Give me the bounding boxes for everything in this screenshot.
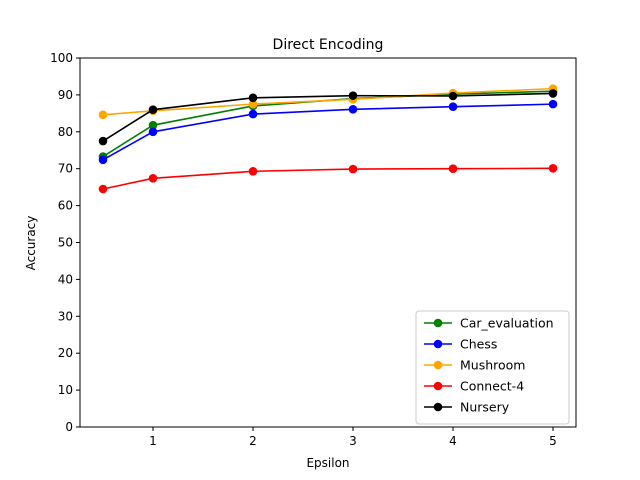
data-point	[98, 155, 108, 165]
data-point	[98, 136, 108, 146]
legend-label: Mushroom	[460, 358, 525, 373]
x-tick-label: 5	[549, 434, 557, 448]
x-axis-title: Epsilon	[306, 456, 349, 470]
y-axis: 0 10 20 30 40 50 60 70 80 90 100	[50, 51, 80, 434]
legend-label: Car_evaluation	[460, 316, 554, 331]
x-tick-label: 4	[449, 434, 457, 448]
plot-area	[79, 57, 577, 428]
x-tick-label: 1	[149, 434, 157, 448]
data-point	[548, 164, 558, 173]
series-line-1	[102, 103, 554, 161]
y-tick-label: 50	[58, 236, 73, 250]
x-axis: 1 2 3 4 5	[149, 427, 557, 448]
y-tick-label: 70	[58, 162, 73, 176]
data-point	[148, 173, 158, 183]
data-point	[248, 93, 258, 103]
data-point	[348, 164, 358, 174]
y-tick-label: 0	[65, 420, 73, 434]
legend-label: Nursery	[460, 400, 510, 415]
data-point	[148, 127, 158, 137]
legend: Car_evaluation Chess Mushroom Connect-4 Nurs…	[415, 310, 570, 425]
y-tick-label: 20	[58, 346, 73, 360]
series-line-2	[102, 87, 554, 116]
data-point	[448, 102, 458, 112]
legend-marker	[433, 402, 443, 412]
legend-label: Connect-4	[460, 379, 524, 394]
y-tick-label: 40	[58, 272, 73, 286]
y-tick-label: 100	[50, 51, 73, 65]
legend-marker	[433, 318, 443, 328]
series-line-4	[102, 92, 554, 142]
data-point	[98, 184, 108, 194]
legend-marker	[433, 360, 443, 370]
data-point	[348, 91, 358, 100]
legend-marker	[433, 381, 443, 391]
y-axis-title: Accuracy	[24, 216, 38, 271]
legend-box	[415, 310, 570, 425]
y-tick-label: 60	[58, 199, 73, 213]
data-point	[148, 105, 158, 114]
y-tick-label: 80	[58, 125, 73, 139]
data-point	[548, 89, 558, 98]
legend-label: Chess	[460, 337, 497, 352]
data-point	[548, 99, 558, 109]
data-point	[348, 104, 358, 114]
chart-title: Direct Encoding	[273, 37, 384, 53]
y-tick-label: 30	[58, 309, 73, 323]
data-point	[98, 110, 108, 120]
series-line-3	[102, 167, 554, 190]
y-tick-label: 90	[58, 88, 73, 102]
y-tick-label: 10	[58, 383, 73, 397]
data-point	[448, 164, 458, 173]
data-point	[248, 166, 258, 176]
data-point	[448, 91, 458, 101]
data-point	[248, 109, 258, 119]
data-point	[148, 120, 158, 130]
x-tick-label: 3	[349, 434, 357, 448]
legend-marker	[433, 339, 443, 349]
x-tick-label: 2	[249, 434, 257, 448]
data-point	[248, 99, 258, 109]
